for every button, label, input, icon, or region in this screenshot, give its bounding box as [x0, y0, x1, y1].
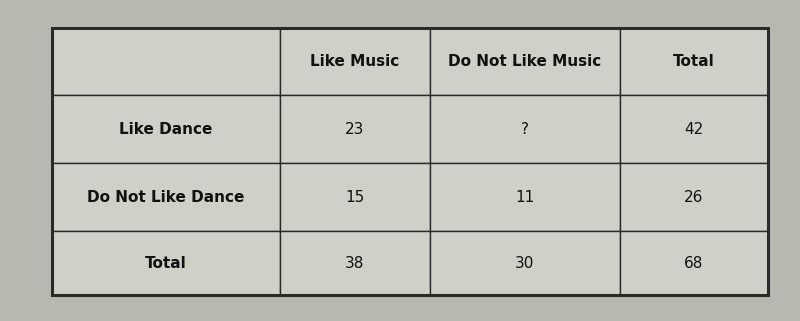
Bar [52, 28, 768, 295]
Bar [52, 163, 280, 231]
Bar [430, 163, 620, 231]
Text: 15: 15 [346, 189, 365, 204]
Text: 68: 68 [684, 256, 704, 271]
Bar [620, 163, 768, 231]
Text: Like Dance: Like Dance [119, 122, 213, 136]
Bar [280, 28, 430, 95]
Bar [620, 28, 768, 95]
Text: 30: 30 [515, 256, 534, 271]
Bar [52, 231, 280, 295]
Bar [430, 28, 620, 95]
Bar [52, 95, 280, 163]
Bar [430, 231, 620, 295]
Text: Do Not Like Music: Do Not Like Music [448, 54, 602, 69]
Text: 38: 38 [346, 256, 365, 271]
Text: 11: 11 [515, 189, 534, 204]
Text: Total: Total [673, 54, 715, 69]
Bar [280, 163, 430, 231]
Bar [280, 231, 430, 295]
Text: Do Not Like Dance: Do Not Like Dance [87, 189, 245, 204]
Text: Total: Total [145, 256, 187, 271]
Bar [620, 231, 768, 295]
Text: 23: 23 [346, 122, 365, 136]
Text: Like Music: Like Music [310, 54, 400, 69]
Bar [280, 95, 430, 163]
Text: 26: 26 [684, 189, 704, 204]
Bar [430, 95, 620, 163]
Bar [620, 95, 768, 163]
Text: ?: ? [521, 122, 529, 136]
Text: 42: 42 [684, 122, 704, 136]
Bar [52, 28, 280, 95]
